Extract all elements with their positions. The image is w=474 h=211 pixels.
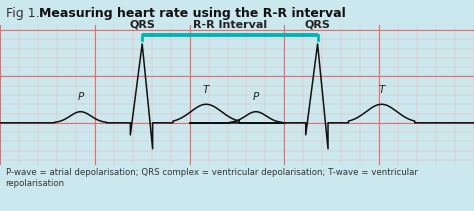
Text: P-wave = atrial depolarisation; QRS complex = ventricular depolarisation; T-wave: P-wave = atrial depolarisation; QRS comp… <box>6 168 418 188</box>
Text: P: P <box>77 92 84 102</box>
Text: T: T <box>203 85 210 95</box>
Text: QRS: QRS <box>129 20 155 30</box>
Text: T: T <box>378 85 385 95</box>
Text: Fig 1.: Fig 1. <box>6 7 43 20</box>
Text: Measuring heart rate using the R-R interval: Measuring heart rate using the R-R inter… <box>39 7 346 20</box>
Text: R-R Interval: R-R Interval <box>193 20 267 30</box>
Text: P: P <box>253 92 259 102</box>
Text: QRS: QRS <box>305 20 330 30</box>
